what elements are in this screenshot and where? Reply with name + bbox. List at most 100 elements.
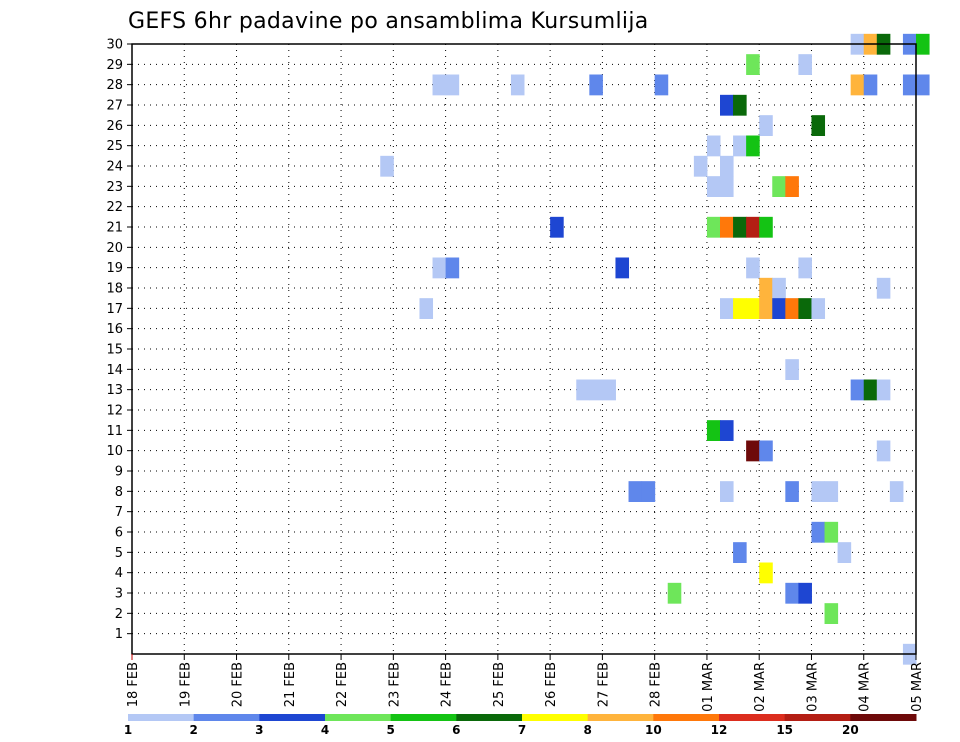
heatmap-cell <box>811 521 826 543</box>
x-tick-label: 22 FEB <box>335 662 350 707</box>
y-tick-label: 7 <box>115 505 123 520</box>
heatmap-cell <box>602 379 616 401</box>
y-tick-label: 29 <box>106 58 123 73</box>
legend-swatch <box>784 714 851 721</box>
heatmap-cell <box>772 298 786 319</box>
heatmap-cell <box>641 481 656 502</box>
y-tick-label: 2 <box>115 607 123 622</box>
heatmap-cell <box>876 440 891 462</box>
x-tick-label: 02 MAR <box>753 662 768 712</box>
x-tick-label: 27 FEB <box>596 662 611 707</box>
heatmap-cell <box>706 216 721 238</box>
heatmap-cell <box>863 74 878 96</box>
heatmap-cell <box>916 33 930 55</box>
x-tick-label: 01 MAR <box>701 662 716 712</box>
heatmap-cell <box>733 135 747 157</box>
heatmap-cell <box>693 155 708 177</box>
y-tick-label: 11 <box>106 424 123 439</box>
y-tick-label: 10 <box>106 444 123 459</box>
y-tick-label: 8 <box>115 485 123 500</box>
y-tick-label: 25 <box>106 139 123 154</box>
heatmap-cell <box>733 298 747 319</box>
y-tick-label: 22 <box>106 200 123 215</box>
heatmap-cell <box>811 481 826 502</box>
heatmap-cell <box>720 94 734 116</box>
legend-swatch <box>587 714 654 721</box>
heatmap-cell <box>589 74 603 96</box>
y-tick-label: 17 <box>106 302 123 317</box>
heatmap-cell <box>589 379 603 401</box>
heatmap-cell <box>445 74 460 96</box>
x-tick-label: 04 MAR <box>858 662 873 712</box>
y-tick-label: 24 <box>106 160 123 175</box>
heatmap-cell <box>720 481 734 502</box>
y-tick-label: 6 <box>115 526 123 541</box>
y-tick-label: 28 <box>106 78 123 93</box>
y-tick-label: 16 <box>106 322 123 337</box>
heatmap-cell <box>798 257 812 279</box>
heatmap-cell <box>445 257 460 279</box>
legend-label: 10 <box>645 723 662 737</box>
heatmap-cell <box>746 440 760 462</box>
heatmap-cell <box>746 54 760 75</box>
heatmap-cell <box>667 582 682 604</box>
y-tick-label: 1 <box>115 627 123 642</box>
legend-label: 4 <box>321 723 329 737</box>
heatmap-cell <box>785 582 799 604</box>
y-tick-label: 4 <box>115 566 123 581</box>
heatmap-cell <box>785 359 799 380</box>
heatmap-cell <box>746 216 760 238</box>
heatmap-cell <box>798 298 812 319</box>
heatmap-cell <box>863 379 878 401</box>
heatmap-cell <box>811 298 826 319</box>
heatmap-cell <box>733 216 747 238</box>
heatmap-cell <box>759 216 773 238</box>
x-tick-label: 20 FEB <box>231 662 246 707</box>
heatmap-cell <box>876 277 891 299</box>
heatmap-cell <box>706 176 721 197</box>
heatmap-cell <box>615 257 630 279</box>
y-tick-label: 19 <box>106 261 123 276</box>
y-tick-label: 26 <box>106 119 123 134</box>
heatmap-cell <box>720 176 734 197</box>
y-tick-label: 9 <box>115 465 123 480</box>
heatmap-cell <box>759 277 773 299</box>
legend-swatch <box>850 714 917 721</box>
heatmap-cell <box>576 379 590 401</box>
heatmap-cell <box>902 74 917 96</box>
heatmap-cell <box>785 481 799 502</box>
heatmap-cell <box>759 115 773 136</box>
legend-swatch <box>259 714 326 721</box>
legend-label: 12 <box>711 723 728 737</box>
x-tick-label: 25 FEB <box>492 662 507 707</box>
y-tick-label: 12 <box>106 404 123 419</box>
legend-label: 15 <box>776 723 793 737</box>
heatmap-cell <box>798 582 812 604</box>
heatmap-cell <box>824 481 839 502</box>
heatmap-cells <box>380 33 930 665</box>
y-tick-label: 13 <box>106 383 123 398</box>
heatmap-cell <box>733 94 747 116</box>
heatmap-cell <box>837 542 852 563</box>
heatmap-cell <box>746 298 760 319</box>
x-tick-label: 23 FEB <box>387 662 402 707</box>
x-tick-label: 26 FEB <box>544 662 559 707</box>
heatmap-cell <box>706 135 721 157</box>
heatmap-cell <box>720 420 734 441</box>
legend-swatch <box>128 714 195 721</box>
heatmap-cell <box>785 176 799 197</box>
heatmap-cell <box>824 521 839 543</box>
x-tick-label: 05 MAR <box>910 662 925 712</box>
y-tick-label: 20 <box>106 241 123 256</box>
legend-swatch <box>522 714 589 721</box>
y-tick-label: 15 <box>106 343 123 358</box>
heatmap-cell <box>746 257 760 279</box>
y-tick-label: 30 <box>106 38 123 53</box>
chart-title: GEFS 6hr padavine po ansamblima Kursumli… <box>128 9 649 34</box>
x-tick-label: 19 FEB <box>178 662 193 707</box>
y-tick-label: 23 <box>106 180 123 195</box>
heatmap-cell <box>785 298 799 319</box>
heatmap-cell <box>654 74 669 96</box>
heatmap-cell <box>510 74 525 96</box>
